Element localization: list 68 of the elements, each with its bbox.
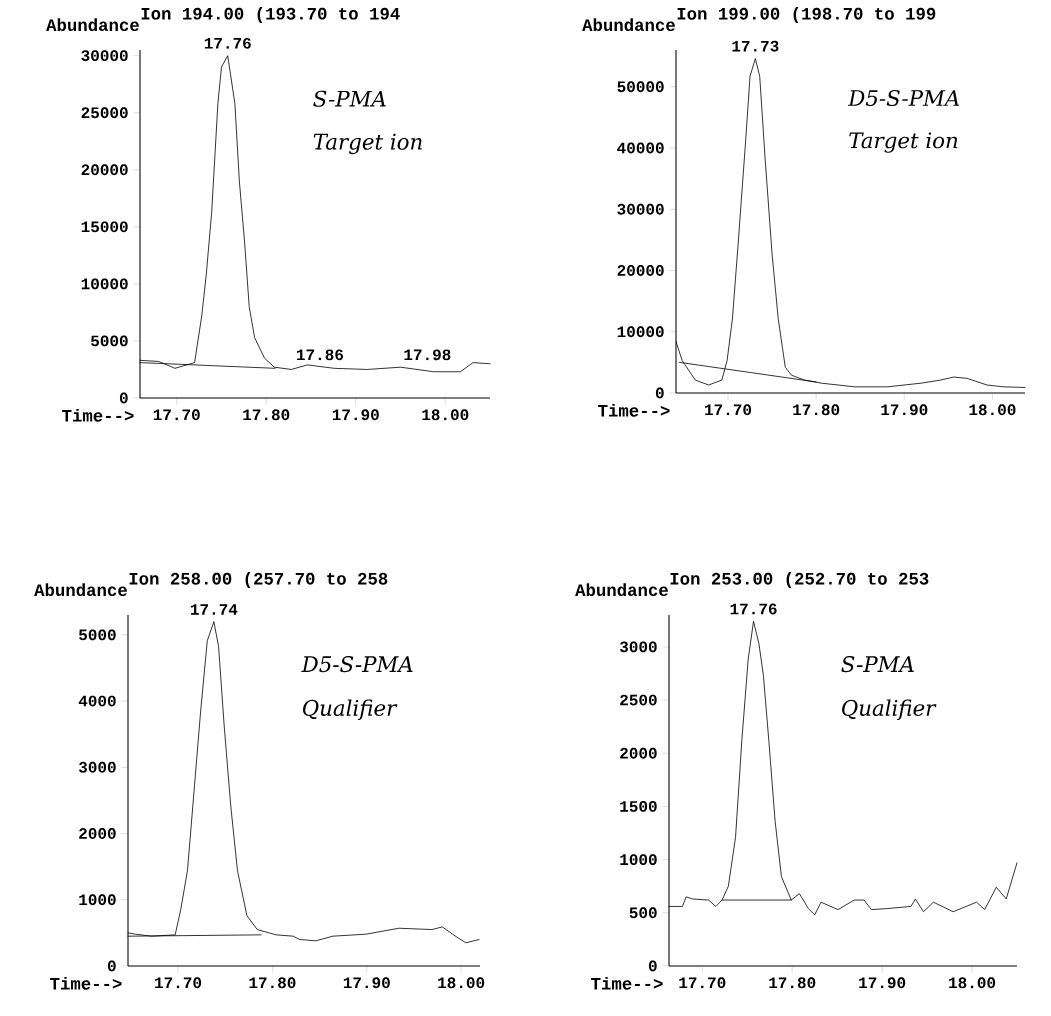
x-tick-label: 17.90 [343, 977, 390, 989]
y-tick-label: 3000 [78, 761, 116, 773]
y-tick-label: 1000 [79, 894, 116, 906]
annotation: 17.73 [732, 40, 779, 52]
x-tick-label: 18.00 [949, 977, 996, 989]
y-tick-label: 0 [655, 387, 664, 399]
y-tick-label: 2500 [620, 694, 657, 706]
y-tick-label: 40000 [617, 142, 664, 154]
annotation: Target ion [849, 132, 958, 153]
y-tick-label: 1500 [620, 801, 657, 812]
annotation: Qualifier [302, 699, 398, 721]
x-tick-label: 17.70 [155, 977, 202, 989]
annotation: S-PMA [841, 656, 914, 673]
annotation: 17.76 [730, 603, 777, 615]
y-tick-label: 25000 [81, 107, 128, 119]
x-tick-label: 17.70 [705, 404, 752, 416]
x-tick-label: 17.70 [679, 977, 726, 989]
x-tick-label: 17.80 [769, 977, 816, 989]
y-tick-label: 500 [629, 907, 657, 919]
annotation: 17.76 [204, 37, 251, 49]
x-tick-label: 17.90 [881, 404, 928, 416]
chart-title: Ion 253.00 (252.70 to 253 [670, 571, 929, 589]
y-tick-label: 0 [107, 960, 116, 972]
x-tick-label: 17.90 [332, 409, 379, 421]
y-tick-label: 20000 [81, 164, 128, 176]
y-tick-label: 20000 [617, 265, 664, 276]
x-tick-label: 17.90 [859, 977, 906, 989]
y-axis-title: Abundance [575, 583, 668, 597]
y-tick-label: 0 [119, 392, 128, 404]
x-axis-title: Time--> [62, 408, 134, 422]
x-tick-label: 17.80 [793, 404, 840, 416]
y-axis-title: Abundance [34, 583, 127, 597]
chart-title: Ion 199.00 (198.70 to 199 [677, 6, 936, 24]
annotation: D5-S-PMA [301, 656, 413, 673]
x-tick-label: 18.00 [422, 409, 469, 421]
y-tick-label: 15000 [81, 221, 128, 233]
x-tick-label: 17.80 [249, 977, 296, 989]
y-tick-label: 5000 [79, 629, 116, 641]
y-axis-title: Abundance [582, 18, 675, 32]
annotation: Qualifier [842, 699, 937, 721]
chart-title: Ion 258.00 (257.70 to 258 [129, 571, 388, 589]
y-tick-label: 0 [648, 960, 657, 972]
x-tick-label: 17.70 [153, 409, 200, 421]
y-tick-label: 30000 [617, 203, 664, 215]
x-tick-label: 17.80 [243, 409, 290, 421]
x-axis-title: Time--> [50, 976, 122, 990]
x-tick-label: 18.00 [969, 404, 1016, 416]
x-tick-label: 18.00 [438, 977, 485, 989]
chart-title: Ion 194.00 (193.70 to 194 [141, 6, 400, 24]
y-tick-label: 10000 [617, 326, 664, 338]
y-tick-label: 3000 [619, 641, 657, 653]
y-tick-label: 2000 [79, 828, 116, 839]
y-axis-title: Abundance [46, 18, 139, 32]
y-tick-label: 4000 [78, 695, 116, 707]
annotation: D5-S-PMA [847, 89, 960, 107]
y-tick-label: 50000 [617, 81, 664, 93]
annotation: 17.74 [190, 604, 238, 615]
y-tick-label: 2000 [620, 747, 657, 759]
annotation: S-PMA [313, 90, 386, 107]
annotation: 17.98 [404, 349, 451, 361]
y-tick-label: 30000 [81, 50, 128, 62]
x-axis-title: Time--> [598, 403, 670, 417]
y-tick-label: 10000 [81, 278, 128, 290]
y-tick-label: 5000 [91, 335, 128, 347]
annotation: 17.86 [297, 349, 344, 361]
x-axis-title: Time--> [591, 976, 663, 990]
annotation: Target ion [313, 133, 422, 155]
y-tick-label: 1000 [620, 854, 657, 866]
